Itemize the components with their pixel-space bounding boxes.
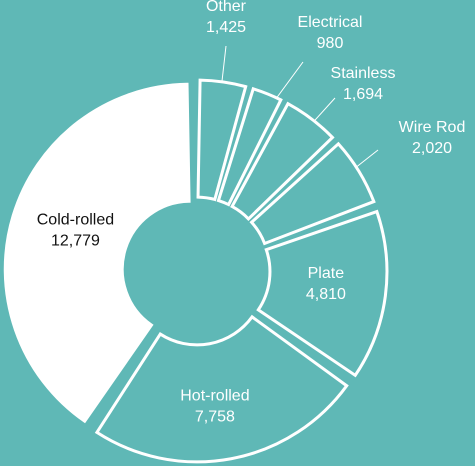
slice-wire-rod — [249, 141, 376, 246]
slice-cold-rolled — [3, 82, 191, 424]
chart-slices — [3, 78, 389, 464]
value-wire-rod: 2,020 — [412, 140, 452, 157]
slice-other — [196, 78, 248, 202]
label-electrical: Electrical — [298, 14, 363, 31]
value-hot-rolled: 7,758 — [195, 409, 235, 426]
chart-labels: Cold-rolled 12,779 Other 1,425 Electrical 980… — [37, 0, 466, 426]
value-cold-rolled: 12,779 — [51, 232, 100, 249]
label-other: Other — [206, 0, 247, 15]
label-hot-rolled: Hot-rolled — [180, 388, 249, 405]
value-stainless: 1,694 — [343, 86, 383, 103]
label-stainless: Stainless — [331, 65, 396, 82]
slice-hot-rolled — [94, 314, 349, 464]
label-plate: Plate — [308, 265, 345, 282]
value-electrical: 980 — [317, 35, 344, 52]
slice-electrical — [216, 86, 283, 207]
label-cold-rolled: Cold-rolled — [37, 211, 114, 228]
slice-plate — [256, 209, 389, 378]
value-plate: 4,810 — [306, 286, 346, 303]
value-other: 1,425 — [206, 19, 246, 36]
slice-stainless — [230, 101, 335, 222]
label-wire-rod: Wire Rod — [399, 119, 466, 136]
